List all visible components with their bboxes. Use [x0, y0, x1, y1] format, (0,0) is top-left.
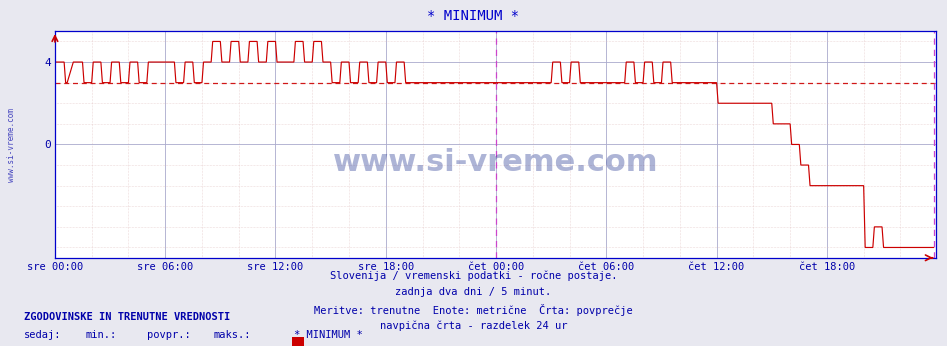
Text: povpr.:: povpr.:	[147, 330, 190, 340]
Text: sedaj:: sedaj:	[24, 330, 62, 340]
Text: * MINIMUM *: * MINIMUM *	[294, 330, 363, 340]
Text: www.si-vreme.com: www.si-vreme.com	[332, 148, 658, 177]
Text: zadnja dva dni / 5 minut.: zadnja dva dni / 5 minut.	[396, 287, 551, 297]
Text: min.:: min.:	[85, 330, 116, 340]
Text: ZGODOVINSKE IN TRENUTNE VREDNOSTI: ZGODOVINSKE IN TRENUTNE VREDNOSTI	[24, 312, 230, 322]
Text: www.si-vreme.com: www.si-vreme.com	[7, 108, 16, 182]
Text: maks.:: maks.:	[213, 330, 251, 340]
Text: navpična črta - razdelek 24 ur: navpična črta - razdelek 24 ur	[380, 320, 567, 331]
Text: * MINIMUM *: * MINIMUM *	[427, 9, 520, 22]
Text: Meritve: trenutne  Enote: metrične  Črta: povprečje: Meritve: trenutne Enote: metrične Črta: …	[314, 304, 633, 316]
Text: Slovenija / vremenski podatki - ročne postaje.: Slovenija / vremenski podatki - ročne po…	[330, 271, 617, 281]
